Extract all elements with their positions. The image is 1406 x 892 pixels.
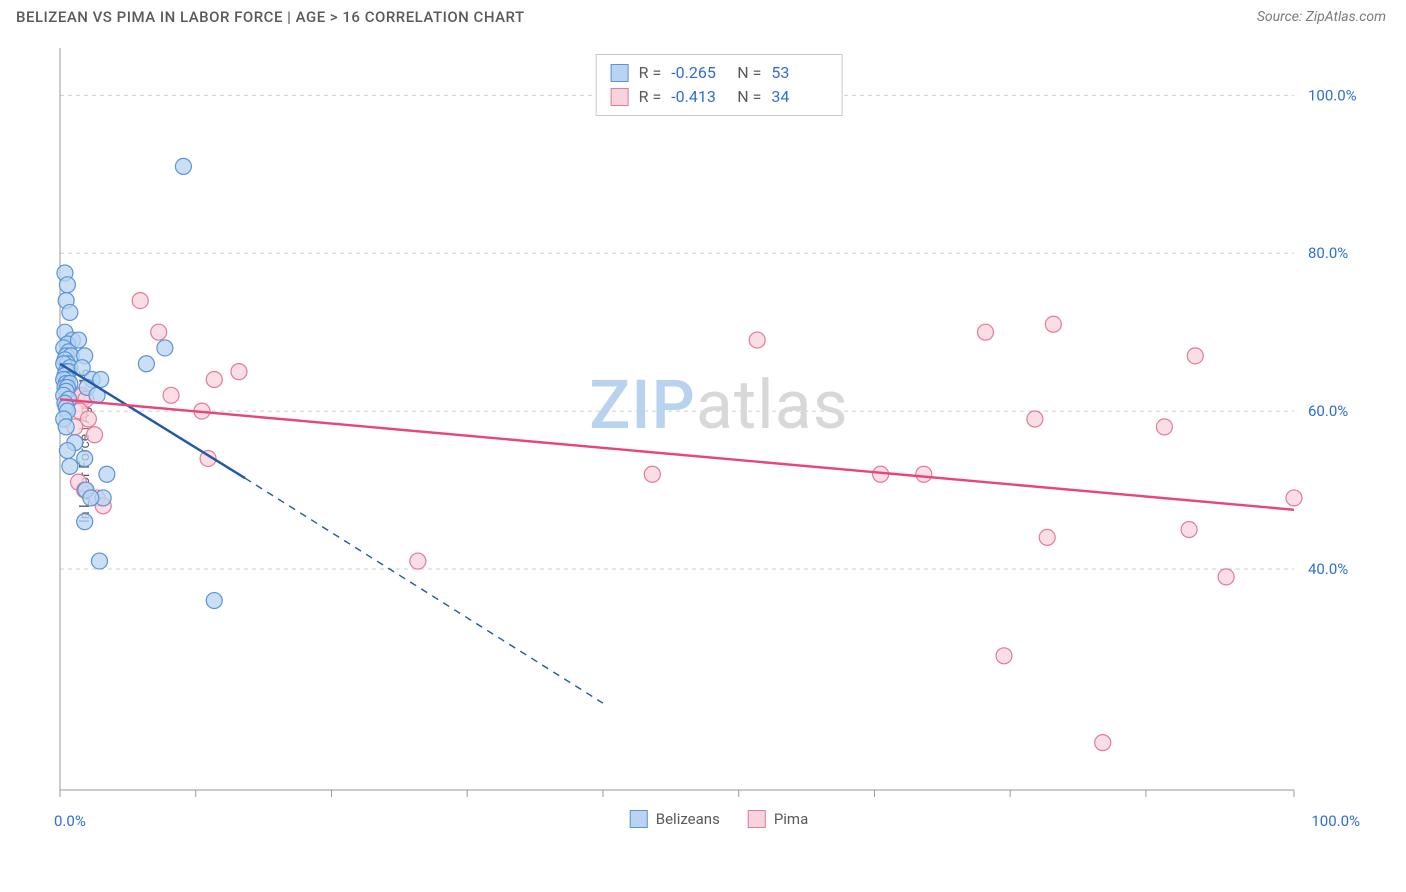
legend-swatch-belizeans [630, 810, 648, 828]
r-value-pima: -0.413 [671, 85, 727, 109]
scatter-chart-svg: 40.0% 60.0% 80.0% 100.0% [54, 46, 1384, 826]
n-label: N = [737, 61, 761, 85]
plot-area: 40.0%60.0%80.0%100.0% ZIPatlas R = -0.26… [54, 46, 1384, 826]
stats-legend: R = -0.265 N = 53 R = -0.413 N = 34 [596, 54, 843, 116]
stats-row-belizeans: R = -0.265 N = 53 [611, 61, 828, 85]
x-axis-max-label: 100.0% [1311, 812, 1360, 830]
legend-label-pima: Pima [774, 810, 808, 828]
svg-text:100.0%: 100.0% [1308, 86, 1357, 104]
series-legend: Belizeans Pima [630, 810, 809, 828]
chart-container: In Labor Force | Age > 16 40.0%60.0%80.0… [16, 42, 1390, 850]
stats-row-pima: R = -0.413 N = 34 [611, 85, 828, 109]
svg-text:40.0%: 40.0% [1308, 560, 1348, 578]
swatch-belizeans [611, 64, 629, 82]
svg-text:60.0%: 60.0% [1308, 402, 1348, 420]
n-value-pima: 34 [771, 85, 827, 109]
swatch-pima [611, 88, 629, 106]
legend-item-pima: Pima [748, 810, 808, 828]
svg-text:80.0%: 80.0% [1308, 244, 1348, 262]
r-label: R = [639, 61, 662, 85]
r-value-belizeans: -0.265 [671, 61, 727, 85]
source-attribution: Source: ZipAtlas.com [1257, 9, 1386, 25]
chart-title: BELIZEAN VS PIMA IN LABOR FORCE | AGE > … [16, 8, 525, 26]
n-label: N = [737, 85, 761, 109]
n-value-belizeans: 53 [771, 61, 827, 85]
r-label: R = [639, 85, 662, 109]
legend-item-belizeans: Belizeans [630, 810, 720, 828]
legend-label-belizeans: Belizeans [656, 810, 720, 828]
legend-swatch-pima [748, 810, 766, 828]
x-axis-min-label: 0.0% [54, 812, 86, 830]
